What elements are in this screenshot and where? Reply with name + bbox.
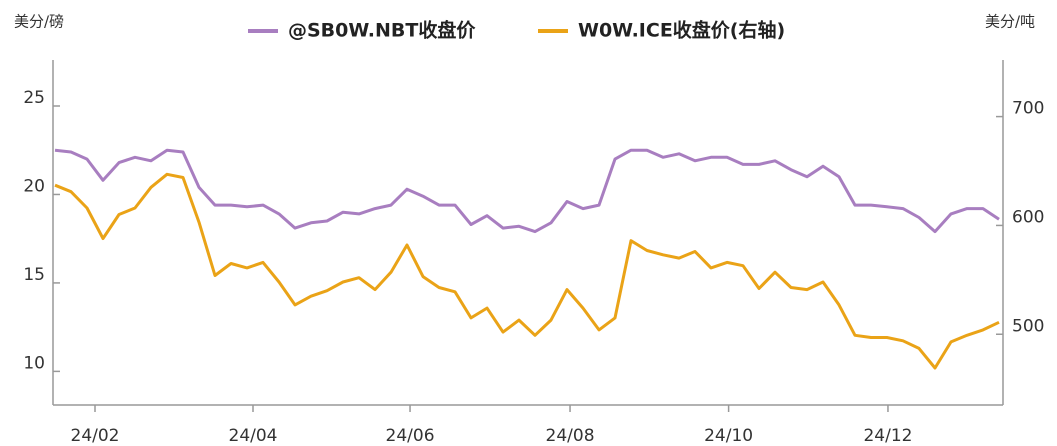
legend-label: @SB0W.NBT收盘价 [288, 19, 476, 42]
legend-label: W0W.ICE收盘价(右轴) [578, 19, 785, 42]
y-tick-label: 25 [23, 88, 45, 108]
y-tick-label: 10 [23, 353, 45, 373]
y2-tick-label: 700 [1012, 99, 1044, 119]
y-tick-label: 15 [23, 265, 45, 285]
series-line [54, 172, 1000, 370]
y2-tick-label: 600 [1012, 207, 1044, 227]
x-tick-label: 24/12 [863, 426, 912, 446]
y-tick-label: 20 [23, 176, 45, 196]
x-tick-label: 24/06 [386, 426, 435, 446]
x-tick-label: 24/10 [704, 426, 753, 446]
x-tick-label: 24/04 [229, 426, 278, 446]
y2-axis-label: 美分/吨 [985, 13, 1035, 31]
x-tick-label: 24/02 [71, 426, 120, 446]
y-axis-label: 美分/磅 [14, 13, 64, 31]
x-tick-label: 24/08 [546, 426, 595, 446]
y2-tick-label: 500 [1012, 316, 1044, 336]
series-line [54, 148, 1000, 234]
